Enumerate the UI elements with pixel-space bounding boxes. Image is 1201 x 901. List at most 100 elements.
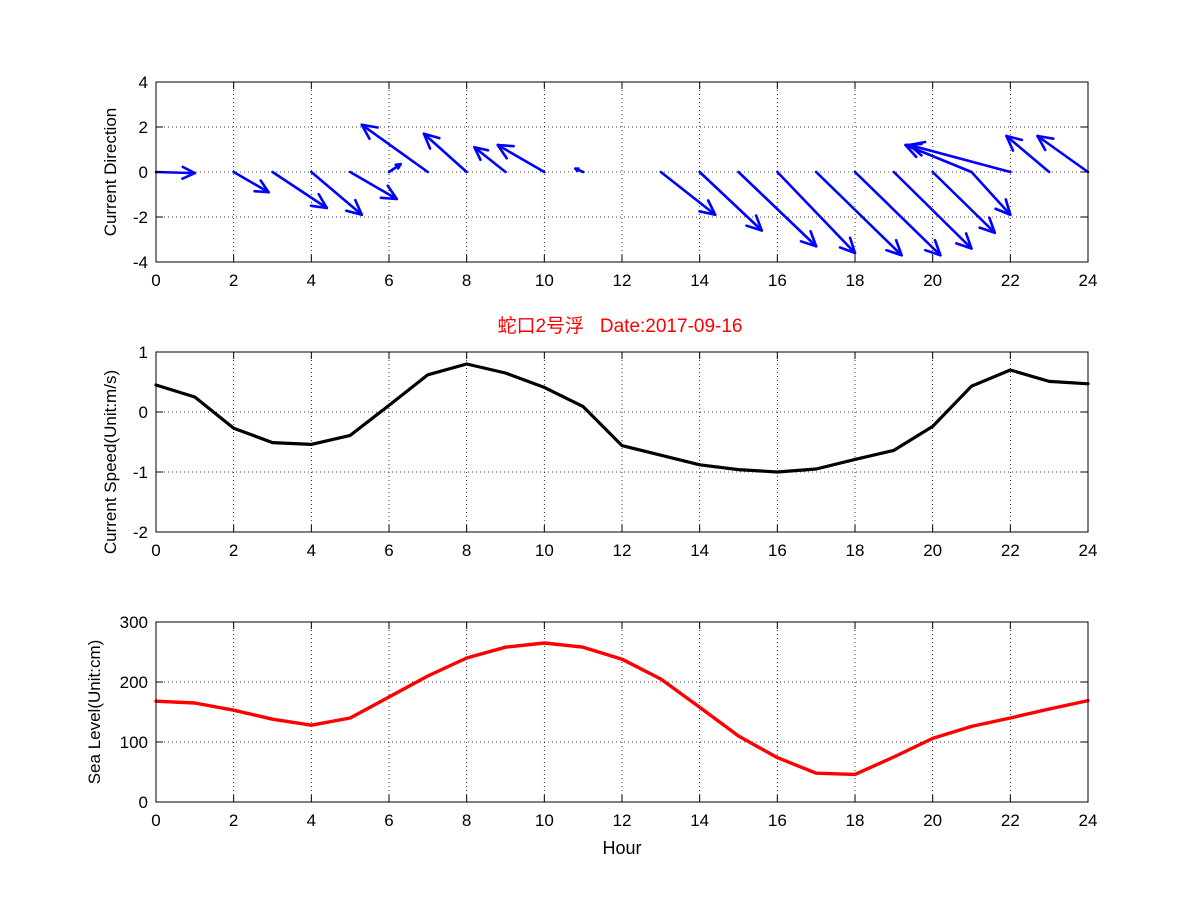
- arrow-shaft: [698, 170, 764, 232]
- current-arrow: [310, 170, 364, 217]
- arrow-shaft: [737, 170, 818, 248]
- x-tick-label: 20: [923, 811, 942, 830]
- x-tick-label: 2: [229, 541, 238, 560]
- current-arrow: [970, 170, 1012, 217]
- arrow-head: [838, 236, 857, 255]
- current-arrow: [387, 162, 402, 174]
- x-tick-label: 12: [613, 271, 632, 290]
- y-axis-label: Sea Level(Unit:cm): [85, 640, 104, 785]
- arrow-head: [978, 216, 997, 235]
- current-arrow: [931, 170, 997, 235]
- y-tick-label: 100: [120, 733, 148, 752]
- arrow-head: [908, 140, 927, 157]
- x-tick-label: 18: [846, 541, 865, 560]
- x-tick-label: 0: [151, 811, 160, 830]
- x-tick-label: 2: [229, 811, 238, 830]
- x-tick-label: 24: [1079, 811, 1098, 830]
- arrow-head: [379, 184, 399, 201]
- arrow-shaft: [853, 170, 942, 257]
- x-tick-label: 22: [1001, 271, 1020, 290]
- x-tick-label: 20: [923, 541, 942, 560]
- x-tick-label: 22: [1001, 541, 1020, 560]
- x-tick-label: 8: [462, 271, 471, 290]
- arrow-shaft: [473, 145, 507, 174]
- x-axis-label: Hour: [602, 838, 641, 858]
- arrow-head: [309, 192, 329, 210]
- arrow-shaft: [776, 170, 857, 255]
- arrow-shaft: [360, 123, 430, 174]
- arrow-head: [1005, 134, 1024, 152]
- arrow-shaft: [232, 170, 270, 194]
- arrow-head: [745, 214, 764, 232]
- arrow-head: [955, 232, 973, 250]
- arrow-shaft: [970, 170, 1012, 217]
- y-tick-label: -2: [133, 523, 148, 542]
- x-tick-label: 16: [768, 271, 787, 290]
- x-tick-label: 18: [846, 811, 865, 830]
- current-arrow: [422, 132, 468, 174]
- y-tick-label: 300: [120, 613, 148, 632]
- arrow-shaft: [496, 143, 546, 174]
- arrow-head: [923, 238, 942, 257]
- x-tick-label: 16: [768, 811, 787, 830]
- x-tick-label: 4: [307, 541, 316, 560]
- x-tick-label: 24: [1079, 541, 1098, 560]
- current-arrow: [908, 140, 1012, 174]
- arrow-shaft: [892, 170, 973, 250]
- arrow-shaft: [422, 132, 468, 174]
- x-tick-label: 8: [462, 811, 471, 830]
- current-arrow: [853, 170, 942, 257]
- x-tick-label: 14: [690, 811, 709, 830]
- y-tick-label: -2: [133, 208, 148, 227]
- x-tick-label: 12: [613, 541, 632, 560]
- x-tick-label: 20: [923, 271, 942, 290]
- x-tick-label: 10: [535, 541, 554, 560]
- arrow-head: [422, 132, 441, 150]
- y-tick-label: 0: [139, 403, 148, 422]
- current-arrow: [232, 170, 270, 194]
- current-arrow: [473, 145, 507, 174]
- x-tick-label: 6: [384, 811, 393, 830]
- x-tick-label: 10: [535, 271, 554, 290]
- x-tick-label: 2: [229, 271, 238, 290]
- arrow-head: [394, 162, 402, 170]
- arrow-shaft: [1005, 134, 1051, 174]
- y-tick-label: -4: [133, 253, 148, 272]
- arrow-shaft: [271, 170, 329, 210]
- arrow-head: [1036, 134, 1055, 152]
- y-tick-label: 200: [120, 673, 148, 692]
- arrow-shaft: [908, 143, 1012, 174]
- current-arrow: [348, 170, 399, 201]
- x-tick-label: 4: [307, 271, 316, 290]
- arrow-head: [253, 179, 270, 194]
- current-arrow: [360, 123, 430, 174]
- x-tick-label: 4: [307, 811, 316, 830]
- arrow-head: [994, 198, 1012, 217]
- current-arrow: [1036, 134, 1090, 174]
- y-tick-label: 0: [139, 793, 148, 812]
- arrow-shaft: [931, 170, 997, 235]
- x-tick-label: 24: [1079, 271, 1098, 290]
- arrow-head: [473, 145, 490, 162]
- current-arrow: [698, 170, 764, 232]
- current-arrow: [892, 170, 973, 250]
- arrow-head: [574, 167, 580, 173]
- x-tick-label: 8: [462, 541, 471, 560]
- arrow-shaft: [814, 170, 903, 257]
- arrow-head: [360, 123, 379, 141]
- y-tick-label: 1: [139, 343, 148, 362]
- x-tick-label: 14: [690, 271, 709, 290]
- arrow-head: [496, 143, 515, 160]
- y-axis-label: Current Speed(Unit:m/s): [101, 370, 120, 554]
- x-tick-label: 10: [535, 811, 554, 830]
- x-tick-label: 12: [613, 811, 632, 830]
- y-tick-label: 4: [139, 73, 148, 92]
- y-tick-label: 0: [139, 163, 148, 182]
- y-tick-label: 2: [139, 118, 148, 137]
- arrow-shaft: [310, 170, 364, 217]
- current-arrow: [776, 170, 857, 255]
- arrow-head: [885, 238, 903, 257]
